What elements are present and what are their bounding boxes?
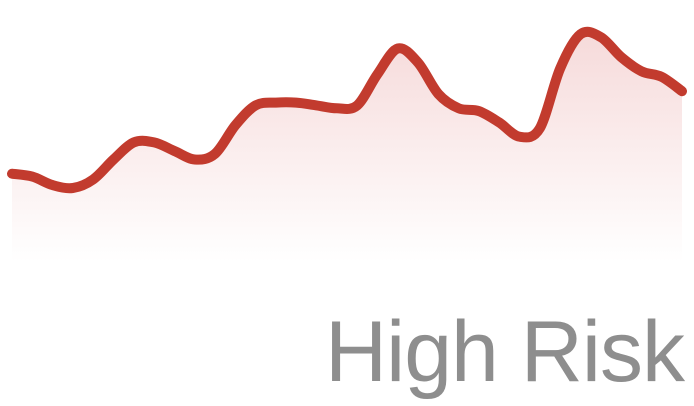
risk-trend-area — [12, 31, 682, 263]
risk-level-label: High Risk — [325, 304, 685, 400]
risk-trend-line — [7, 26, 687, 194]
risk-trend-chart — [7, 26, 687, 263]
